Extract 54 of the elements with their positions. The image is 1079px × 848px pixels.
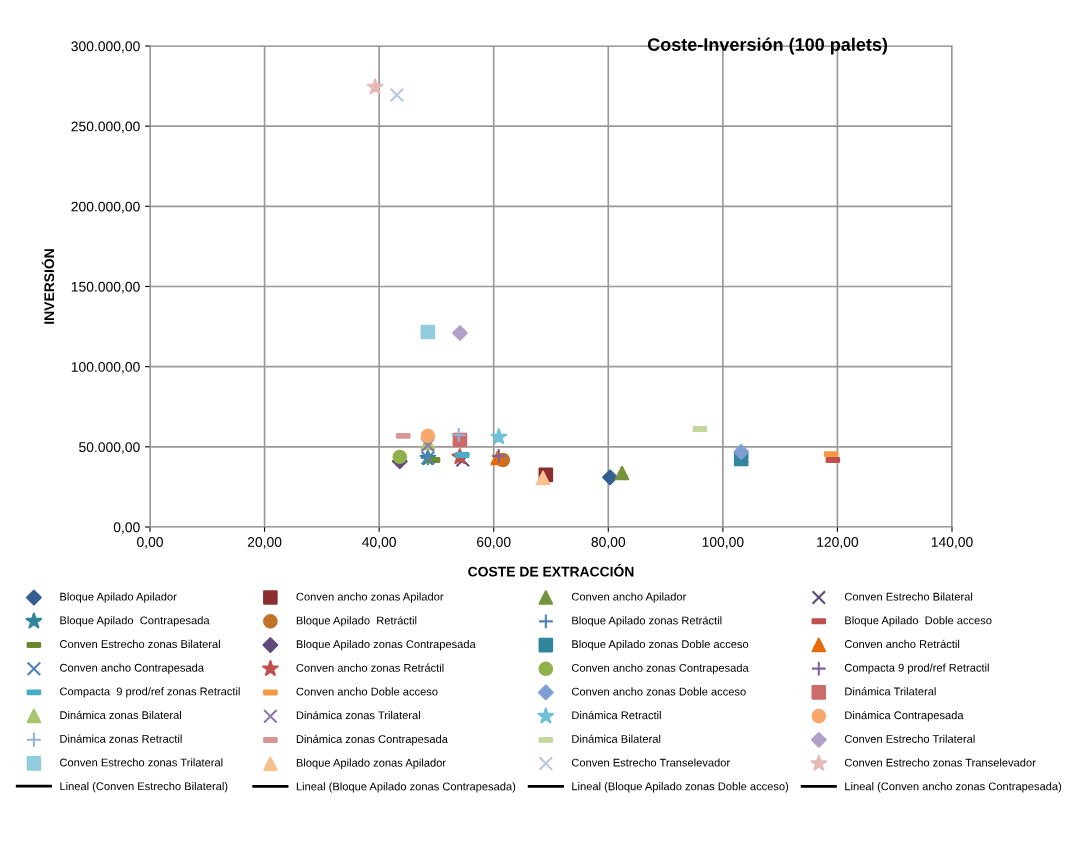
legend-label: Conven Estrecho Transelevador [571,758,730,767]
legend-label: Compacta 9 prod/ref zonas Retractil [60,687,240,698]
legend-label: Conven Estrecho zonas Bilateral [60,639,220,648]
legend-label: Conven ancho zonas Doble acceso [571,687,746,696]
legend-label: Bloque Apilado Doble acceso [845,616,992,627]
legend-label: Bloque Apilado zonas Doble acceso [572,639,749,651]
legend-label: Lineal (Bloque Apilado zonas Contrapesada) [296,782,516,793]
legend-label: Bloque Apilado Retráctil [296,616,417,627]
x-tick-label: 120,00 [817,537,859,549]
legend-label: Conven ancho zonas Apilador [296,592,444,603]
y-axis-title: INVERSIÓN [41,249,55,324]
legend-label: Dinámica Trilateral [845,687,936,696]
legend-label: Bloque Apilado zonas Apilador [296,758,446,769]
legend-label: Conven Estrecho zonas Trilateral [60,758,223,767]
legend-label: Lineal (Conven ancho zonas Contrapesada) [845,782,1062,793]
legend-label: Conven Estrecho Trilateral [844,734,975,743]
legend-label: Conven ancho Apilador [571,592,687,603]
legend-label: Bloque Apilado Apilador [60,592,177,603]
legend-label: Conven ancho zonas Retráctil [296,663,444,672]
legend-label: Conven ancho zonas Contrapesada [571,663,749,675]
legend-label: Lineal (Bloque Apilado zonas Doble acceso) [572,782,789,793]
legend-label: Conven ancho Doble acceso [296,687,438,696]
x-tick-label: 20,00 [247,537,282,549]
x-tick-label: 40,00 [362,537,396,549]
chart-title: Coste-Inversión (100 palets) [647,37,888,55]
y-tick-label: 0,00 [113,522,140,534]
x-tick-label: 140,00 [931,537,973,549]
legend-label: Dinámica Contrapesada [845,710,964,722]
x-axis-title: COSTE DE EXTRACCIÓN [468,564,634,577]
legend-label: Conven Estrecho zonas Transelevador [844,758,1036,767]
legend-label: Conven ancho Contrapesada [60,663,204,674]
y-tick-label: 50.000,00 [79,442,140,454]
y-tick-label: 300.000,00 [71,41,140,53]
legend-label: Bloque Apilado zonas Contrapesada [296,639,476,651]
legend-label: Dinámica zonas Trilateral [296,710,420,720]
x-tick-label: 80,00 [591,537,626,549]
legend-label: Bloque Apilado zonas Retráctil [572,616,722,627]
legend-label: Bloque Apilado Contrapesada [60,616,210,627]
legend-label: Dinámica zonas Bilateral [60,710,181,720]
legend-label: Dinámica zonas Retractil [60,734,182,743]
y-tick-label: 200.000,00 [71,201,140,214]
x-tick-label: 60,00 [477,537,511,549]
legend-label: Dinámica Bilateral [572,734,661,743]
legend-label: Compacta 9 prod/ref Retractil [844,663,989,674]
y-tick-label: 100.000,00 [71,362,140,374]
legend-label: Dinámica Retractil [572,710,661,720]
y-tick-label: 150.000,00 [71,281,140,294]
x-tick-label: 100,00 [702,537,744,549]
legend-label: Dinámica zonas Contrapesada [296,734,448,746]
legend-label: Conven ancho Retráctil [844,639,960,648]
y-tick-label: 250.000,00 [71,121,140,133]
legend-label: Conven Estrecho Bilateral [844,592,973,601]
legend-label: Lineal (Conven Estrecho Bilateral) [60,781,228,793]
x-tick-label: 0,00 [137,537,163,549]
